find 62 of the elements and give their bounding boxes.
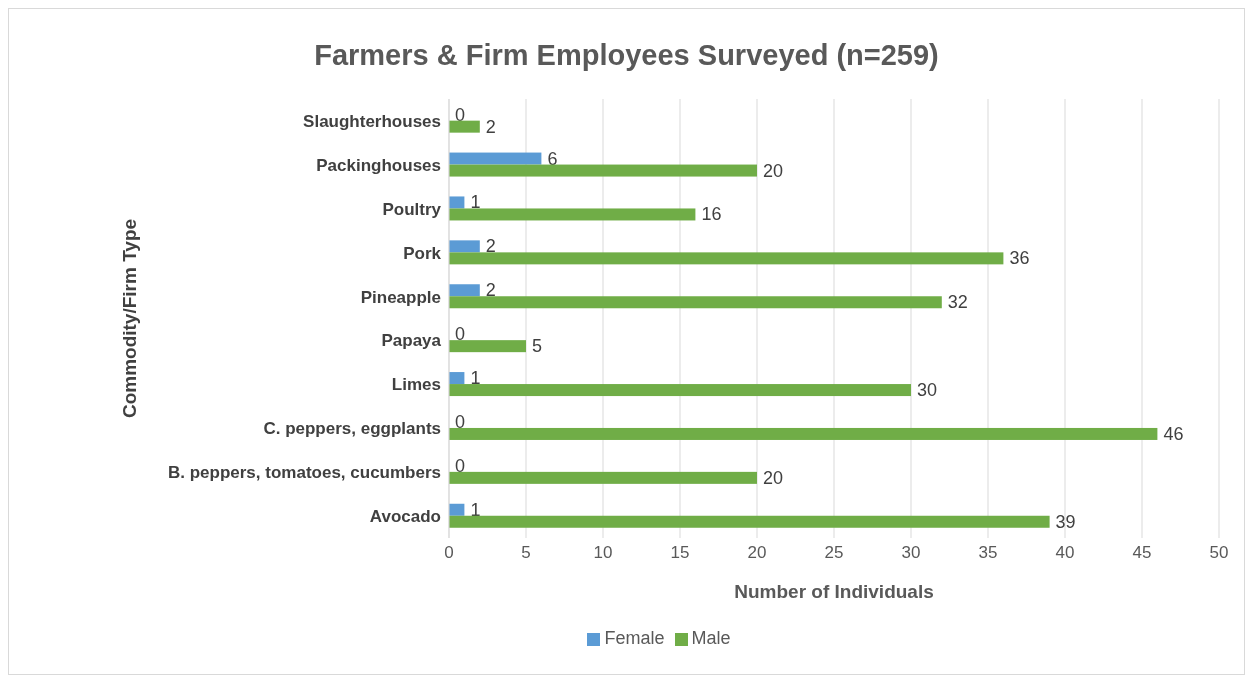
y-tick-label: Pineapple [360,287,441,307]
bar [449,384,911,397]
bar [449,152,542,165]
bar [449,515,1050,528]
bar [449,503,465,516]
y-tick-label: Pork [403,243,442,263]
data-label: 0 [455,455,466,476]
data-label: 30 [917,380,938,401]
y-tick-label: Limes [391,375,441,395]
bar [449,471,757,484]
chart-title: Farmers & Firm Employees Surveyed (n=259) [313,38,940,71]
data-label: 1 [470,368,481,389]
x-tick-label: 30 [901,543,921,563]
x-tick-label: 5 [521,543,531,563]
data-label: 20 [763,467,784,488]
data-label: 2 [485,280,496,301]
y-tick-label: Avocado [369,507,441,527]
bar [449,240,480,253]
data-label: 0 [455,104,466,125]
x-tick-label: 25 [824,543,844,563]
data-label: 2 [485,116,496,137]
x-tick-label: 15 [670,543,690,563]
bar [449,340,526,353]
y-tick-label: Poultry [382,199,442,219]
y-tick-label: B. peppers, tomatoes, cucumbers [167,463,441,483]
y-tick-label: C. peppers, eggplants [263,419,441,439]
legend-label: Female [604,628,665,648]
data-label: 2 [485,236,496,257]
legend-label: Male [691,628,731,648]
x-tick-label: 0 [444,543,454,563]
bar [449,372,465,385]
data-label: 0 [455,411,466,432]
x-tick-label: 40 [1055,543,1075,563]
x-tick-label: 20 [747,543,767,563]
data-label: 6 [547,148,558,169]
data-label: 1 [470,499,481,520]
data-label: 36 [1009,248,1030,269]
bar [449,196,465,209]
bar [449,427,1158,440]
data-label: 5 [532,336,543,357]
data-label: 39 [1055,511,1076,532]
data-label: 1 [470,192,481,213]
x-tick-label: 50 [1209,543,1229,563]
bar [449,252,1004,265]
bar [449,164,757,177]
bar [449,296,942,309]
y-tick-label: Slaughterhouses [303,111,441,131]
data-label: 32 [947,292,968,313]
x-tick-label: 35 [978,543,998,563]
data-label: 0 [455,324,466,345]
x-tick-label: 10 [593,543,613,563]
data-label: 20 [763,160,784,181]
x-axis-title: Number of Individuals [734,581,934,602]
x-tick-label: 45 [1132,543,1152,563]
data-label: 46 [1163,423,1184,444]
y-tick-label: Papaya [381,331,442,351]
bar [449,208,696,221]
bar [449,120,480,133]
y-tick-label: Packinghouses [316,155,441,175]
bar [449,284,480,297]
y-axis-title: Commodity/Firm Type [118,218,140,419]
data-label: 16 [701,204,722,225]
